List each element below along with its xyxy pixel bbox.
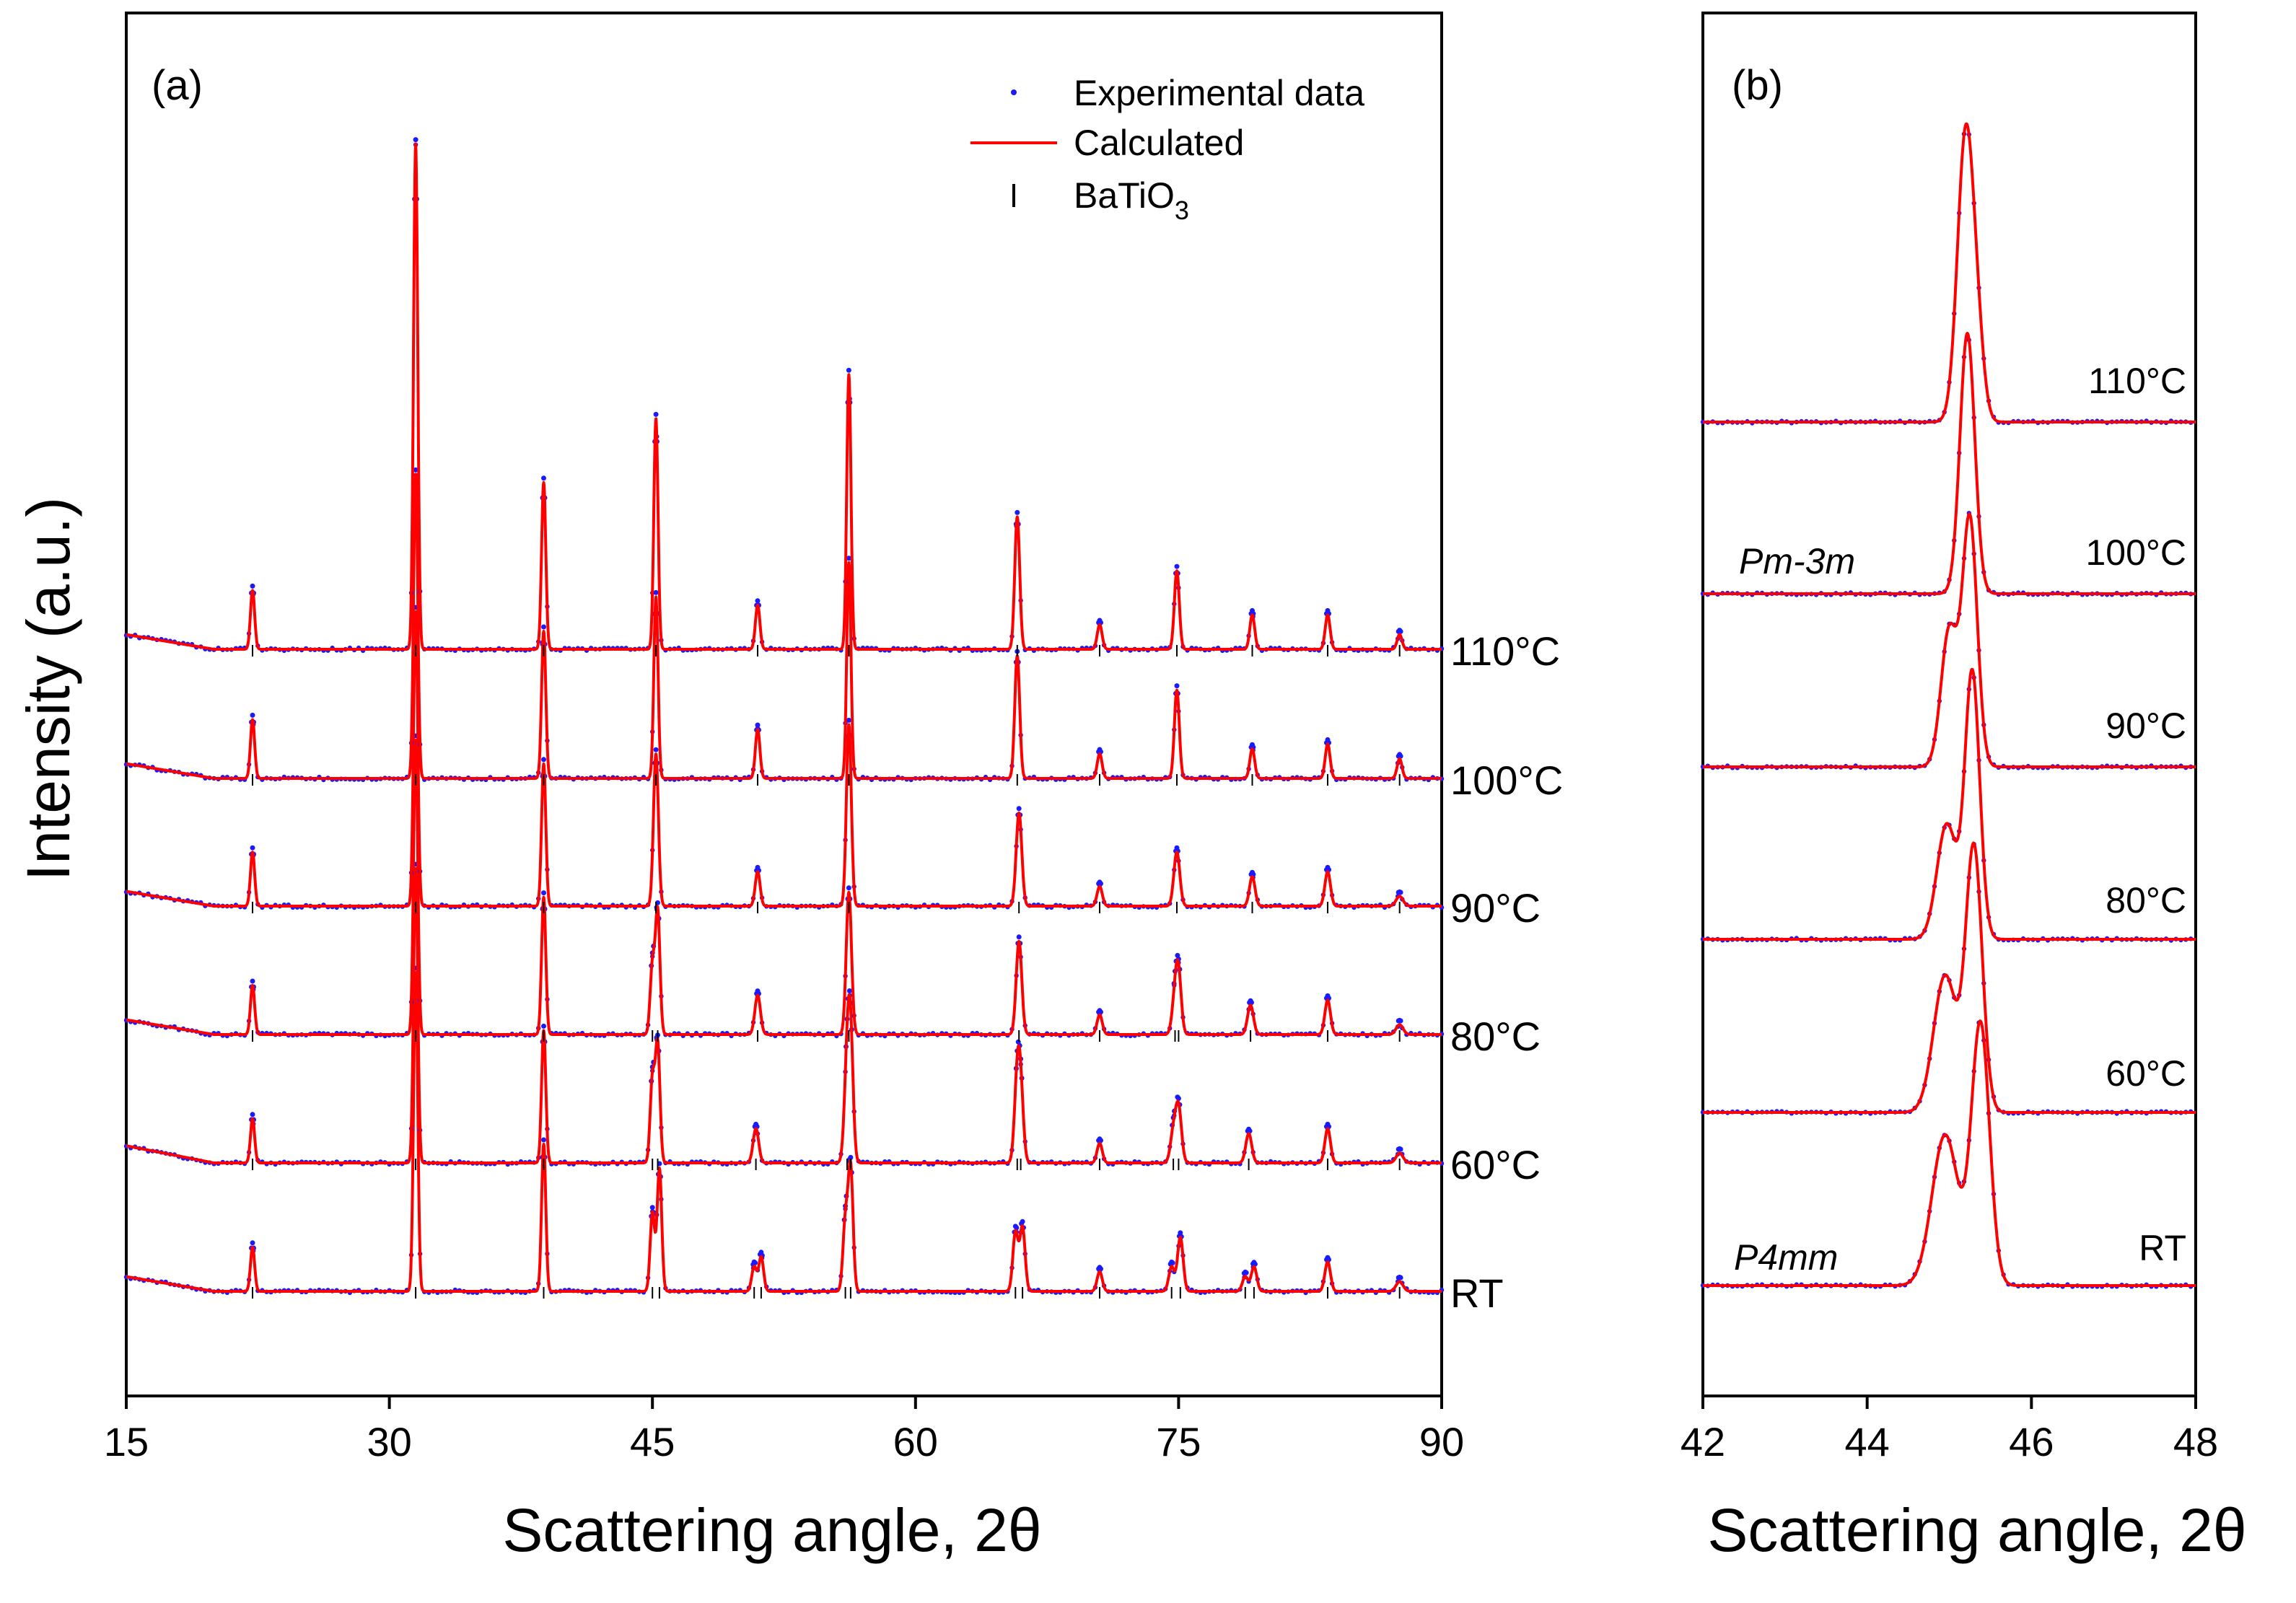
experimental-point [541,757,546,763]
panel-b-x-axis-title: Scattering angle, 2θ [1707,1496,2246,1564]
experimental-point [846,367,851,373]
experimental-point [1015,509,1020,515]
panel-a-trace-labels: RT 60°C 80°C 90°C 100°C 110°C [1450,628,1563,1316]
panel-b-trace-label: 110°C [2088,361,2186,401]
panel-b-trace-label: 80°C [2106,880,2186,921]
experimental-point [541,1023,546,1029]
experimental-point [1014,1225,1020,1231]
panel-a-trace-label: 100°C [1450,757,1563,803]
experimental-point [653,747,659,752]
experimental-point [250,712,255,718]
calculated-line [125,142,1443,651]
panel-b-trace-label: 90°C [2106,706,2186,746]
calculated-line [125,867,1443,1164]
panel-b-label: (b) [1732,62,1783,109]
x-tick-label: 30 [367,1419,411,1464]
calculated-line [125,473,1443,780]
experimental-point [1098,1138,1103,1143]
legend: Experimental data Calculated BaTiO3 [970,73,1364,225]
panel-b-trace-label: 60°C [2106,1053,2186,1094]
experimental-point [250,978,255,984]
experimental-point [250,1112,255,1117]
experimental-point [653,411,659,417]
experimental-point [1175,1096,1181,1102]
panel-a-series-110°C [123,137,1445,656]
panel-a-trace-label: 90°C [1450,885,1541,931]
experimental-point [1178,1230,1183,1236]
experimental-point [1398,628,1403,634]
calculated-line [125,971,1443,1293]
panel-a-x-axis-title: Scattering angle, 2θ [502,1496,1041,1564]
experimental-point [1398,1275,1403,1281]
x-tick-label: 60 [893,1419,938,1464]
x-tick-label: 90 [1419,1419,1464,1464]
panel-a-traces [123,137,1445,1299]
x-tick-label: 75 [1156,1419,1201,1464]
experimental-point [846,988,852,993]
x-tick-label: 42 [1681,1419,1725,1464]
panel-b-x-axis: 42 44 46 48 [1681,1396,2218,1464]
panel-a-trace-label: 80°C [1450,1014,1541,1059]
experimental-point [1020,1218,1025,1224]
experimental-point [541,890,546,896]
experimental-point [250,583,255,589]
legend-experimental-label: Experimental data [1074,73,1364,113]
calculated-line [125,610,1443,908]
panel-b-trace-labels: RT 60°C 80°C 90°C 100°C 110°C [2085,361,2186,1268]
panel-a-series-60°C [123,861,1445,1170]
legend-experimental-marker [1011,89,1017,95]
experimental-point [755,598,761,604]
experimental-point [1243,1270,1249,1275]
legend-calculated-label: Calculated [1074,123,1244,163]
panel-a: 15 30 45 60 75 90 RT 60°C 80°C 90°C 100°C 110°C (a… [14,12,1563,1564]
legend-phase-label-main: BaTiO [1074,175,1175,216]
phase-label-tetragonal: P4mm [1734,1237,1838,1278]
panel-a-series-100°C [123,467,1445,786]
legend-phase-label: BaTiO3 [1074,175,1189,225]
y-axis-title: Intensity (a.u.) [14,497,82,881]
panel-b: 42 44 46 48 RT 60°C 80°C 90°C 100°C 110°C (b) Pm… [1681,12,2247,1564]
panel-a-trace-label: 60°C [1450,1142,1541,1187]
panel-a-frame [125,12,1443,1397]
experimental-point [848,1154,854,1160]
experimental-point [541,624,546,630]
experimental-point [1170,1260,1175,1266]
panel-b-trace-label: 100°C [2085,532,2186,573]
panel-b-trace-label: RT [2139,1228,2186,1268]
experimental-point [1016,806,1022,812]
panel-a-series-RT [123,965,1445,1299]
x-tick-label: 15 [104,1419,149,1464]
phase-label-cubic: Pm-3m [1739,541,1855,581]
experimental-point [649,1205,655,1211]
experimental-point [413,137,419,143]
experimental-point [1098,1266,1103,1272]
experimental-point [1398,1018,1403,1024]
x-tick-label: 44 [1845,1419,1890,1464]
experimental-point [753,1260,758,1265]
experimental-point [1174,683,1180,689]
panel-a-x-axis: 15 30 45 60 75 90 [104,1396,1464,1464]
experimental-point [1016,934,1022,940]
experimental-point [1174,563,1180,569]
experimental-point [250,845,255,851]
experimental-point [1398,890,1403,895]
panel-a-series-80°C [123,733,1445,1042]
experimental-point [755,722,761,728]
experimental-point [541,1137,546,1143]
panel-a-trace-label: 110°C [1450,628,1560,674]
experimental-point [846,885,851,891]
legend-phase-label-subscript: 3 [1175,196,1189,225]
x-tick-label: 46 [2009,1419,2054,1464]
calculated-line [125,739,1443,1036]
experimental-point [250,1240,255,1246]
experimental-point [1398,1146,1403,1152]
panel-a-trace-label: RT [1450,1270,1504,1316]
panel-b-frame [1701,12,2197,1397]
x-tick-label: 45 [630,1419,675,1464]
panel-a-label: (a) [152,62,203,109]
x-tick-label: 48 [2173,1419,2218,1464]
experimental-point [541,475,546,481]
